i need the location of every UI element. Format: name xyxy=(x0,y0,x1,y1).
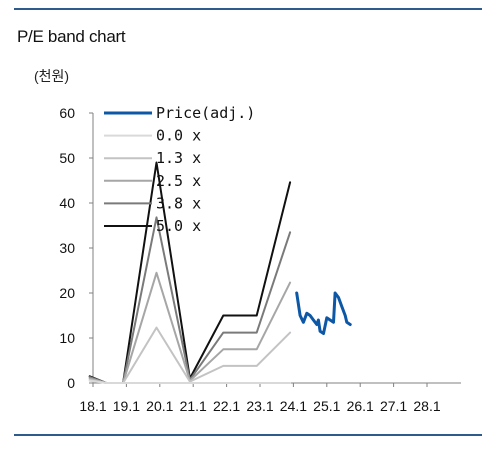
legend-label-2-5-x: 2.5 x xyxy=(156,172,201,190)
x-axis-ticks: 18.1 19.1 20.1 21.1 22.1 23.1 24.1 25.1 26.1 27.1… xyxy=(79,383,441,414)
unit-label: (천원) xyxy=(34,68,70,84)
x-tick-label: 18.1 xyxy=(79,398,106,414)
bottom-rule xyxy=(14,434,482,436)
x-tick-label: 27.1 xyxy=(380,398,407,414)
y-tick-label: 20 xyxy=(59,285,75,301)
y-tick-label: 10 xyxy=(59,330,75,346)
y-tick-label: 60 xyxy=(59,105,75,121)
top-rule xyxy=(14,8,482,10)
legend: Price(adj.) 0.0 x 1.3 x 2.5 x 3.8 x 5.0 x xyxy=(104,104,255,235)
legend-label-0-0-x: 0.0 x xyxy=(156,127,201,145)
x-tick-label: 23.1 xyxy=(246,398,273,414)
y-tick-label: 50 xyxy=(59,150,75,166)
x-tick-label: 21.1 xyxy=(180,398,207,414)
series-line-price-adj xyxy=(295,291,352,335)
legend-label-1-3-x: 1.3 x xyxy=(156,149,201,167)
y-tick-label: 40 xyxy=(59,195,75,211)
x-tick-label: 24.1 xyxy=(280,398,307,414)
y-tick-label: 30 xyxy=(59,240,75,256)
y-axis-ticks: 0 10 20 30 40 50 60 xyxy=(59,105,93,391)
legend-label-5-0-x: 5.0 x xyxy=(156,217,201,235)
chart-title: P/E band chart xyxy=(17,27,126,46)
series-line-0-0-x xyxy=(88,379,292,384)
x-tick-label: 28.1 xyxy=(413,398,440,414)
x-tick-label: 25.1 xyxy=(313,398,340,414)
series-lines xyxy=(88,161,352,384)
x-tick-label: 26.1 xyxy=(347,398,374,414)
legend-label-3-8-x: 3.8 x xyxy=(156,194,201,212)
x-tick-label: 20.1 xyxy=(146,398,173,414)
x-tick-label: 19.1 xyxy=(113,398,140,414)
series-line-2-5-x xyxy=(88,271,292,384)
legend-label-price-adj: Price(adj.) xyxy=(156,104,255,122)
y-tick-label: 0 xyxy=(67,375,75,391)
x-tick-label: 22.1 xyxy=(213,398,240,414)
